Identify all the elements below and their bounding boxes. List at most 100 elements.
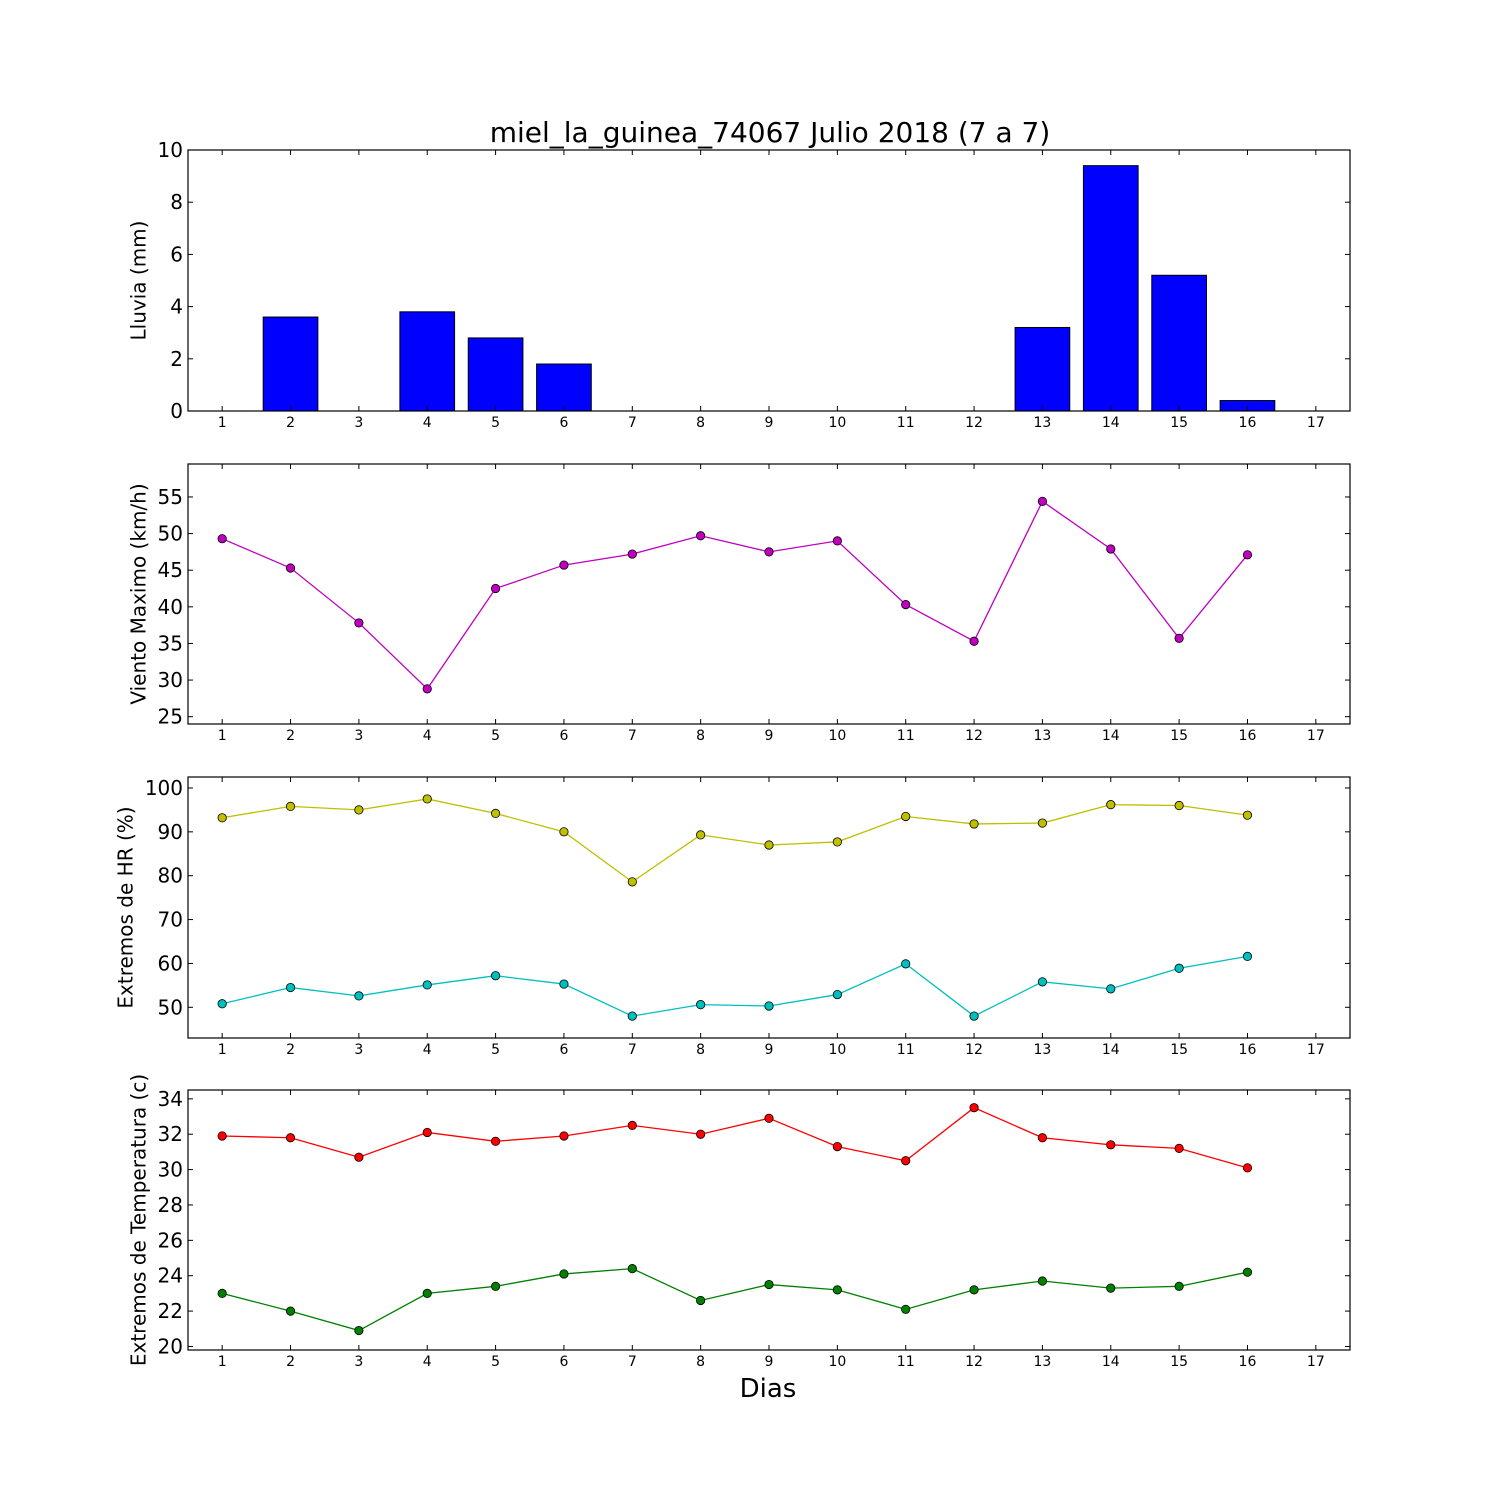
point-series-2-day-8 <box>696 1000 706 1010</box>
x-tick-label: 17 <box>1307 415 1325 431</box>
point-series-1-day-7 <box>627 549 637 559</box>
series-line-1 <box>222 798 1248 883</box>
point-series-1-day-7 <box>627 1120 637 1130</box>
point-series-1-day-8 <box>696 531 706 541</box>
point-series-1-day-4 <box>422 794 432 804</box>
point-series-1-day-10 <box>832 837 842 847</box>
x-tick-label: 4 <box>423 1354 432 1370</box>
point-series-1-day-11 <box>901 811 911 822</box>
x-tick-label: 4 <box>423 1042 432 1058</box>
x-tick-label: 3 <box>354 1042 363 1058</box>
y-tick-label: 55 <box>158 485 183 509</box>
x-tick-label: 14 <box>1102 728 1120 744</box>
plot-frame <box>187 1089 1351 1351</box>
point-series-2-day-14 <box>1106 984 1116 994</box>
point-series-1-day-9 <box>764 1113 774 1123</box>
x-tick-label: 4 <box>423 415 432 431</box>
point-series-1-day-16 <box>1242 810 1253 820</box>
y-axis-label: Extremos de Temperatura (c) <box>127 1074 151 1366</box>
point-series-2-day-1 <box>217 999 227 1009</box>
x-tick-label: 15 <box>1170 728 1188 744</box>
point-series-1-day-8 <box>696 830 706 840</box>
y-tick-label: 80 <box>158 864 183 888</box>
x-tick-label: 14 <box>1102 1042 1120 1058</box>
point-series-2-day-6 <box>559 979 569 989</box>
x-tick-label: 13 <box>1033 415 1051 431</box>
x-tick-label: 10 <box>828 415 846 431</box>
point-series-1-day-9 <box>764 840 774 850</box>
point-series-1-day-2 <box>285 1133 296 1143</box>
x-tick-label: 15 <box>1170 415 1188 431</box>
series-line-2 <box>222 955 1248 1017</box>
point-series-2-day-3 <box>354 1325 364 1336</box>
x-tick-label: 14 <box>1102 415 1120 431</box>
bar-day-15 <box>1151 274 1207 412</box>
x-tick-label: 17 <box>1307 1042 1325 1058</box>
y-tick-label: 50 <box>158 995 183 1019</box>
x-tick-label: 8 <box>696 1354 705 1370</box>
y-tick-label: 32 <box>158 1122 183 1146</box>
point-series-1-day-13 <box>1037 818 1048 828</box>
y-tick-label: 25 <box>158 705 183 729</box>
point-series-1-day-1 <box>217 534 227 544</box>
x-tick-label: 11 <box>897 728 915 744</box>
point-series-2-day-7 <box>627 1264 637 1274</box>
x-tick-label: 17 <box>1307 728 1325 744</box>
point-series-1-day-2 <box>285 801 296 811</box>
y-tick-label: 6 <box>170 242 183 266</box>
x-tick-label: 8 <box>696 728 705 744</box>
point-series-2-day-2 <box>285 982 296 993</box>
x-tick-label: 12 <box>965 1042 983 1058</box>
x-tick-label: 3 <box>354 1354 363 1370</box>
x-tick-label: 11 <box>897 1354 915 1370</box>
point-series-1-day-12 <box>969 819 979 829</box>
point-series-1-day-12 <box>969 636 979 646</box>
point-series-2-day-12 <box>969 1011 979 1021</box>
point-series-1-day-9 <box>764 547 774 557</box>
x-tick-label: 6 <box>559 415 568 431</box>
y-tick-label: 0 <box>170 399 183 423</box>
x-tick-label: 2 <box>286 1042 295 1058</box>
x-tick-label: 5 <box>491 1354 500 1370</box>
point-series-2-day-13 <box>1037 1276 1048 1286</box>
bar-day-6 <box>536 363 592 412</box>
bar-day-2 <box>262 316 319 412</box>
point-series-1-day-6 <box>559 1131 569 1141</box>
series-line-1 <box>221 500 1248 690</box>
x-tick-label: 9 <box>765 1354 774 1370</box>
point-series-1-day-10 <box>832 536 842 546</box>
point-series-1-day-8 <box>696 1129 706 1139</box>
point-series-2-day-3 <box>354 991 364 1001</box>
y-axis-label: Extremos de HR (%) <box>114 806 138 1008</box>
x-tick-label: 7 <box>628 728 637 744</box>
point-series-1-day-4 <box>422 684 432 694</box>
point-series-1-day-11 <box>901 1156 911 1166</box>
y-tick-label: 70 <box>158 908 183 932</box>
x-tick-label: 7 <box>628 1042 637 1058</box>
y-tick-label: 90 <box>158 820 183 844</box>
x-tick-label: 1 <box>218 728 227 744</box>
x-tick-label: 7 <box>628 415 637 431</box>
point-series-2-day-15 <box>1174 1281 1184 1291</box>
x-tick-label: 16 <box>1239 728 1257 744</box>
x-tick-label: 9 <box>765 415 774 431</box>
point-series-2-day-4 <box>422 980 432 990</box>
y-tick-label: 60 <box>158 951 183 975</box>
chart-title: miel_la_guinea_74067 Julio 2018 (7 a 7) <box>490 116 1051 149</box>
x-tick-label: 5 <box>491 1042 500 1058</box>
x-tick-label: 3 <box>354 728 363 744</box>
y-tick-label: 10 <box>158 138 183 162</box>
point-series-2-day-9 <box>764 1001 774 1011</box>
x-tick-label: 11 <box>897 415 915 431</box>
y-axis-label: Lluvia (mm) <box>127 221 151 341</box>
x-tick-label: 10 <box>828 728 846 744</box>
y-tick-label: 100 <box>145 776 183 800</box>
x-tick-label: 5 <box>491 415 500 431</box>
series-line-1 <box>222 1106 1248 1169</box>
y-tick-label: 35 <box>158 631 183 655</box>
x-tick-label: 3 <box>354 415 363 431</box>
x-tick-label: 10 <box>828 1042 846 1058</box>
y-axis-label: Viento Maximo (km/h) <box>127 483 151 704</box>
